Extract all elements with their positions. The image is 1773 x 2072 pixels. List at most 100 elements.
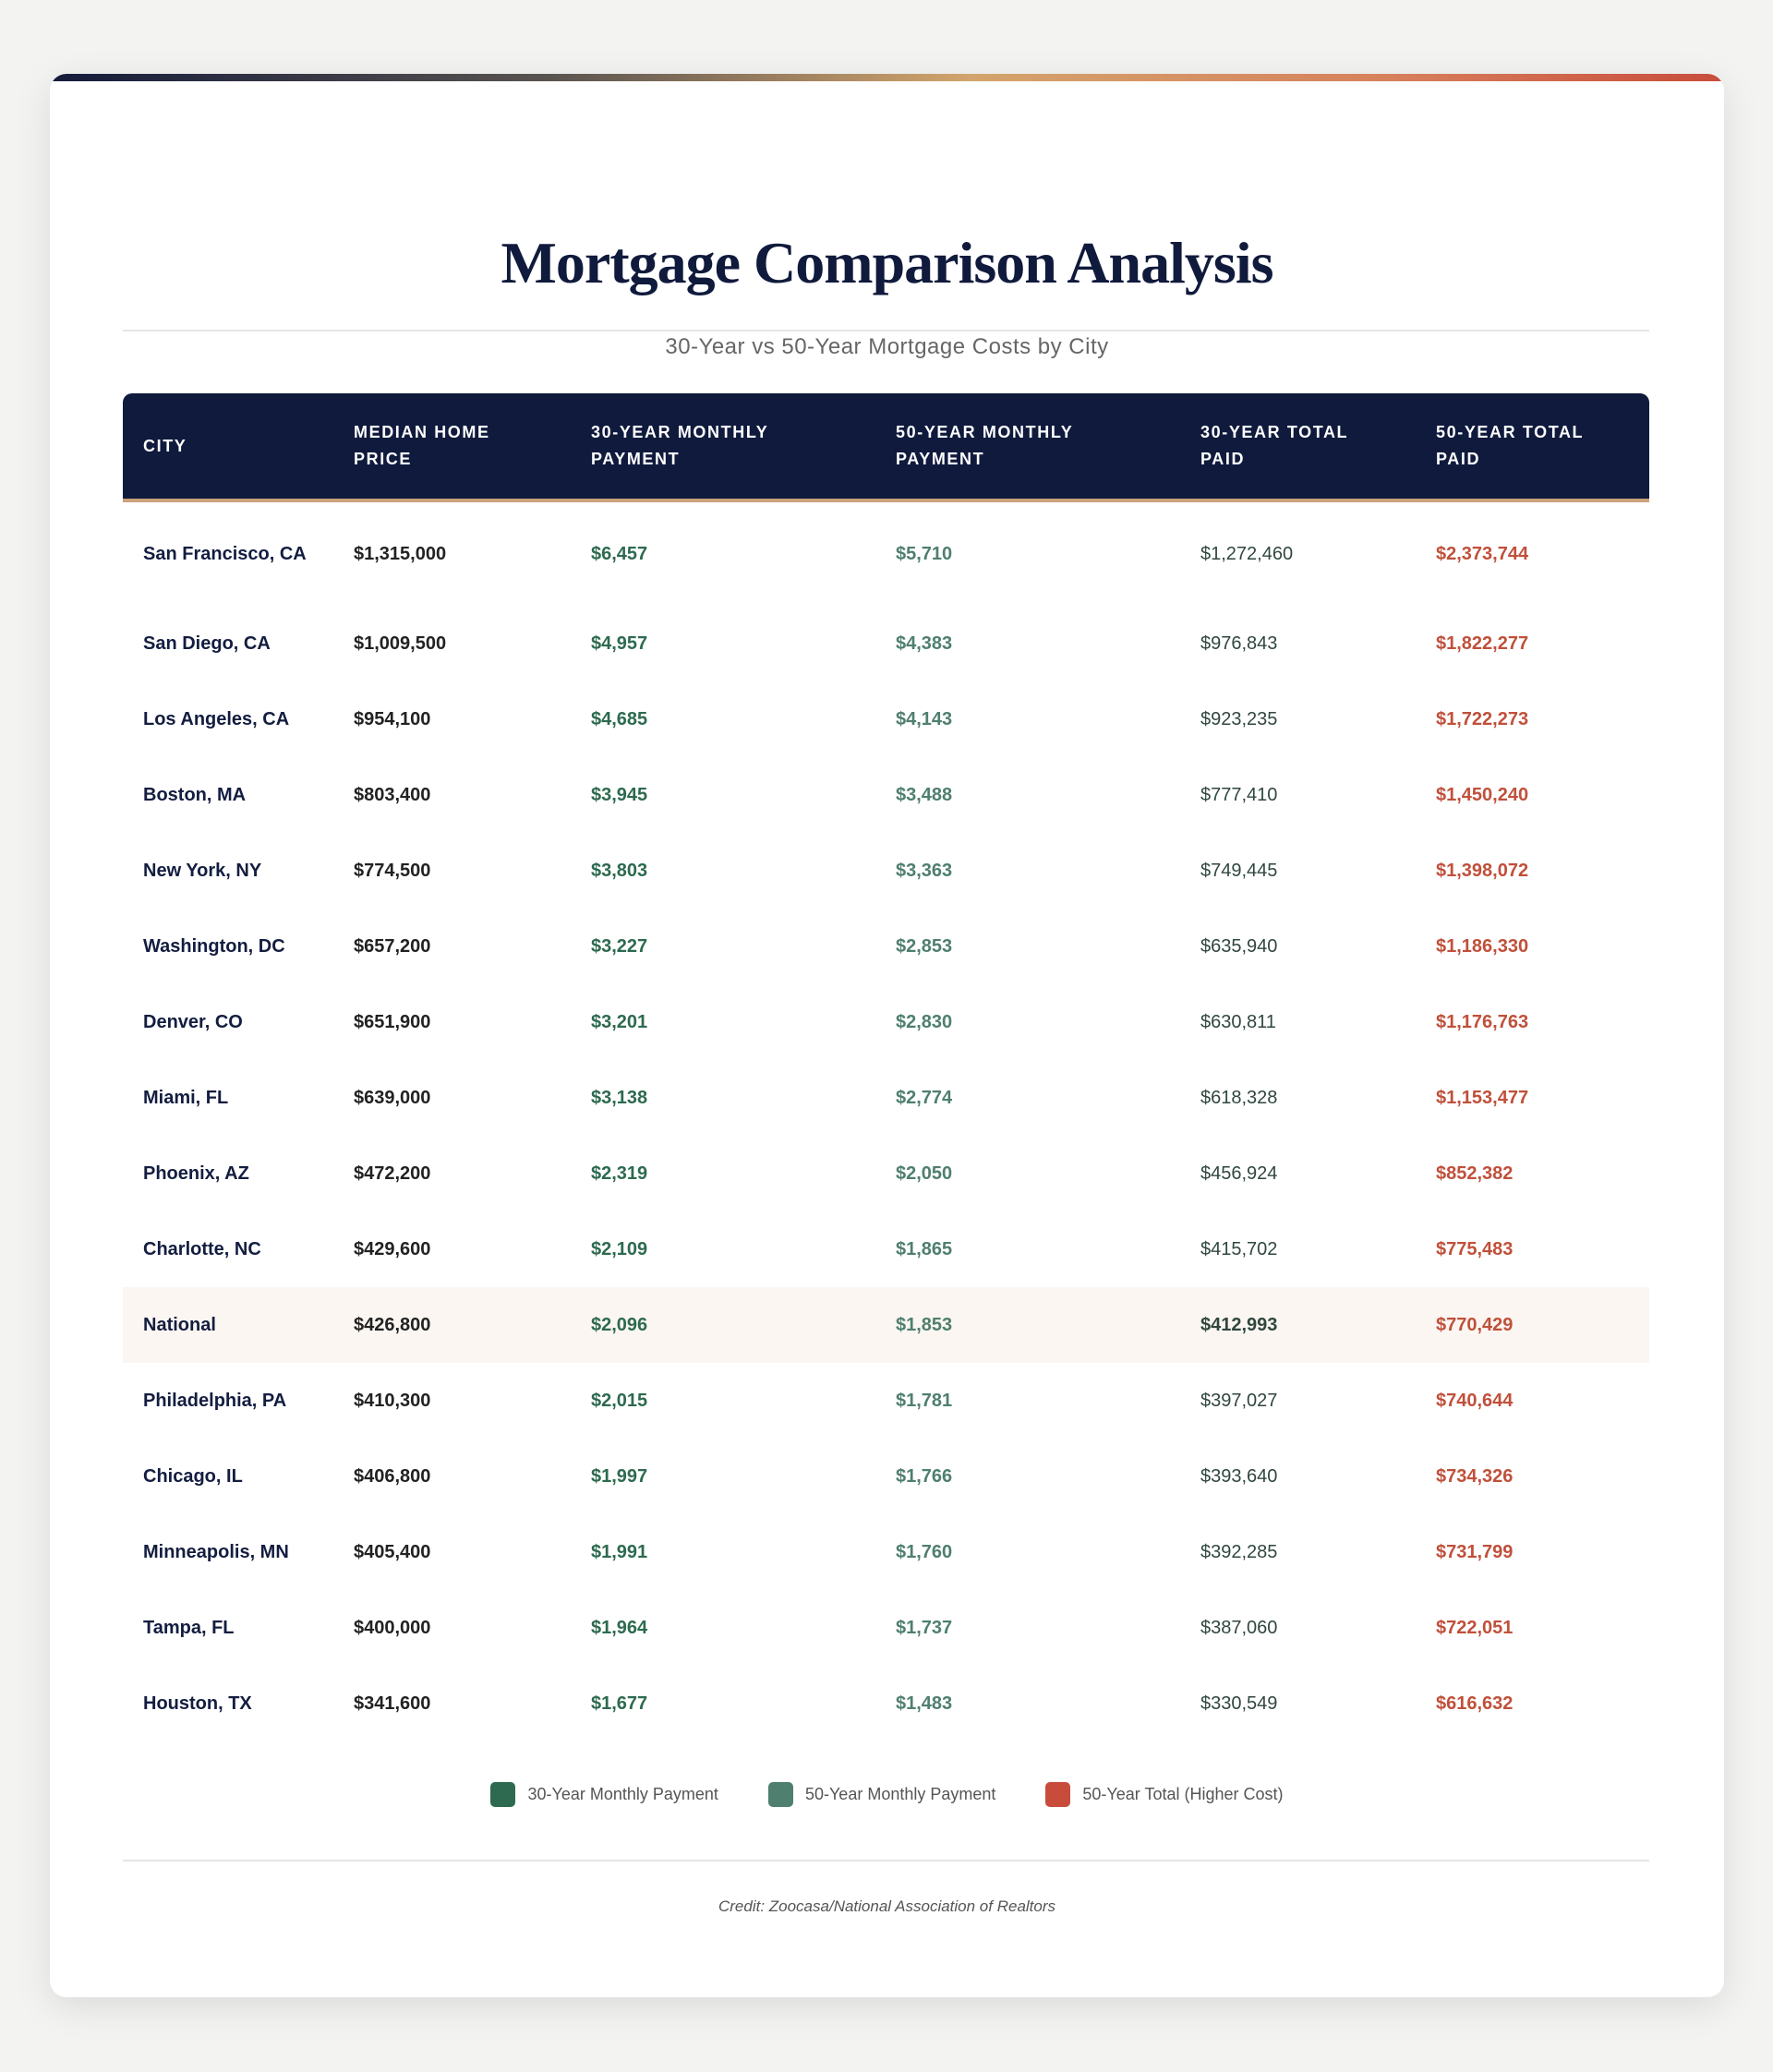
cell-50yr-total-paid: $1,398,072 <box>1436 860 1529 881</box>
cell-50yr-total-paid: $1,186,330 <box>1436 935 1529 957</box>
cell-50yr-monthly-payment: $1,781 <box>896 1390 953 1411</box>
table-row: Minneapolis, MN $405,400 $1,991 $1,760 $392,… <box>123 1514 1649 1590</box>
cell-median-home-price: $400,000 <box>354 1617 431 1638</box>
cell-city: National <box>123 1287 333 1363</box>
table-row: San Francisco, CA $1,315,000 $6,457 $5,710 $… <box>123 500 1649 606</box>
table-row: Phoenix, AZ $472,200 $2,319 $2,050 $456,924 $… <box>123 1136 1649 1211</box>
column-header-30yr-monthly-payment: 30-YEAR MONTHLY PAYMENT <box>571 393 875 502</box>
table-row: Chicago, IL $406,800 $1,997 $1,766 $393,640 $… <box>123 1439 1649 1514</box>
cell-30yr-total-paid: $777,410 <box>1200 784 1278 805</box>
legend-item: 50-Year Monthly Payment <box>767 1782 996 1807</box>
cell-50yr-total-paid: $1,450,240 <box>1436 784 1529 805</box>
cell-30yr-monthly-payment: $4,685 <box>591 708 648 729</box>
cell-50yr-total-paid: $731,799 <box>1436 1541 1514 1562</box>
legend-item: 50-Year Total (Higher Cost) <box>1045 1782 1284 1807</box>
cell-30yr-monthly-payment: $3,945 <box>591 784 648 805</box>
cell-median-home-price: $410,300 <box>354 1390 431 1411</box>
cell-50yr-monthly-payment: $1,853 <box>875 1287 1180 1363</box>
cell-50yr-monthly-payment: $3,488 <box>896 784 953 805</box>
cell-50yr-total-paid: $852,382 <box>1436 1162 1514 1184</box>
legend-swatch-icon <box>1045 1782 1071 1807</box>
legend-swatch-icon <box>490 1782 516 1807</box>
table-body: San Francisco, CA $1,315,000 $6,457 $5,710 $… <box>123 500 1649 1741</box>
table-header-row: CITY MEDIAN HOME PRICE 30-YEAR MONTHLY PAY… <box>123 393 1649 502</box>
cell-30yr-total-paid: $330,549 <box>1200 1693 1278 1714</box>
cell-median-home-price: $657,200 <box>354 935 431 957</box>
cell-median-home-price: $774,500 <box>354 860 431 881</box>
cell-50yr-monthly-payment: $3,363 <box>896 860 953 881</box>
column-header-50yr-total-paid: 50-YEAR TOTAL PAID <box>1416 393 1649 502</box>
cell-median-home-price: $954,100 <box>354 708 431 729</box>
cell-50yr-total-paid: $1,722,273 <box>1436 708 1529 729</box>
cell-city: San Francisco, CA <box>143 544 307 564</box>
cell-30yr-monthly-payment: $2,015 <box>591 1390 648 1411</box>
cell-50yr-monthly-payment: $1,483 <box>896 1693 953 1714</box>
cell-city: Boston, MA <box>143 785 247 805</box>
table-row: Denver, CO $651,900 $3,201 $2,830 $630,811 $1… <box>123 984 1649 1060</box>
cell-50yr-monthly-payment: $4,383 <box>896 632 953 654</box>
cell-50yr-monthly-payment: $5,710 <box>896 543 953 564</box>
legend-label: 50-Year Monthly Payment <box>804 1785 996 1803</box>
cell-30yr-total-paid: $630,811 <box>1200 1011 1276 1032</box>
column-header-30yr-total-paid: 30-YEAR TOTAL PAID <box>1180 393 1416 502</box>
report-card: Mortgage Comparison Analysis 30-Year vs … <box>50 74 1724 1997</box>
legend: 30-Year Monthly Payment 50-Year Monthly P… <box>50 1782 1724 1807</box>
cell-50yr-total-paid: $1,153,477 <box>1436 1087 1529 1108</box>
cell-30yr-total-paid: $635,940 <box>1200 935 1278 957</box>
legend-label: 50-Year Total (Higher Cost) <box>1082 1785 1284 1803</box>
page-subtitle: 30-Year vs 50-Year Mortgage Costs by Cit… <box>665 334 1109 359</box>
column-header-50yr-monthly-payment: 50-YEAR MONTHLY PAYMENT <box>875 393 1180 502</box>
cell-city: Chicago, IL <box>143 1466 243 1487</box>
cell-city: Tampa, FL <box>143 1618 235 1638</box>
cell-30yr-monthly-payment: $2,109 <box>591 1238 648 1259</box>
cell-30yr-total-paid: $976,843 <box>1200 632 1278 654</box>
table-row: Boston, MA $803,400 $3,945 $3,488 $777,410 $1… <box>123 757 1649 833</box>
column-header-median-home-price: MEDIAN HOME PRICE <box>333 393 571 502</box>
header-divider <box>123 330 1649 331</box>
cell-50yr-total-paid: $616,632 <box>1436 1693 1514 1714</box>
cell-30yr-monthly-payment: $1,997 <box>591 1465 648 1487</box>
cell-30yr-total-paid: $392,285 <box>1200 1541 1278 1562</box>
cell-median-home-price: $1,315,000 <box>354 543 447 564</box>
cell-50yr-total-paid: $722,051 <box>1436 1617 1514 1638</box>
table-row: Miami, FL $639,000 $3,138 $2,774 $618,328 $1,… <box>123 1060 1649 1136</box>
cell-city: Washington, DC <box>143 936 285 957</box>
cell-30yr-monthly-payment: $2,096 <box>571 1287 875 1363</box>
cell-median-home-price: $405,400 <box>354 1541 431 1562</box>
cell-50yr-monthly-payment: $2,050 <box>896 1162 953 1184</box>
table-row: Charlotte, NC $429,600 $2,109 $1,865 $415,70… <box>123 1211 1649 1287</box>
cell-median-home-price: $639,000 <box>354 1087 431 1108</box>
cell-city: Charlotte, NC <box>143 1239 261 1259</box>
table-row-national-highlighted: National $426,800 $2,096 $1,853 $412,993 $770… <box>123 1287 1649 1363</box>
table-row: Houston, TX $341,600 $1,677 $1,483 $330,549 $… <box>123 1666 1649 1741</box>
cell-50yr-monthly-payment: $4,143 <box>896 708 953 729</box>
cell-city: Philadelphia, PA <box>143 1391 287 1411</box>
cell-50yr-total-paid: $775,483 <box>1436 1238 1514 1259</box>
legend-swatch-icon <box>767 1782 793 1807</box>
cell-30yr-total-paid: $387,060 <box>1200 1617 1278 1638</box>
cell-50yr-monthly-payment: $1,766 <box>896 1465 953 1487</box>
footer-divider <box>123 1860 1649 1861</box>
legend-label: 30-Year Monthly Payment <box>527 1785 718 1803</box>
table-row: Los Angeles, CA $954,100 $4,685 $4,143 $923,… <box>123 681 1649 757</box>
cell-city: Miami, FL <box>143 1088 229 1108</box>
cell-median-home-price: $1,009,500 <box>354 632 447 654</box>
cell-50yr-total-paid: $734,326 <box>1436 1465 1514 1487</box>
page-title: Mortgage Comparison Analysis <box>501 230 1274 295</box>
cell-median-home-price: $651,900 <box>354 1011 431 1032</box>
table-row: New York, NY $774,500 $3,803 $3,363 $749,445… <box>123 833 1649 909</box>
accent-gradient-bar <box>50 74 1724 81</box>
cell-median-home-price: $803,400 <box>354 784 431 805</box>
cell-50yr-total-paid: $2,373,744 <box>1436 543 1529 564</box>
cell-50yr-monthly-payment: $1,760 <box>896 1541 953 1562</box>
legend-item: 30-Year Monthly Payment <box>490 1782 718 1807</box>
cell-30yr-total-paid: $456,924 <box>1200 1162 1278 1184</box>
cell-city: Denver, CO <box>143 1012 243 1032</box>
table-row: Philadelphia, PA $410,300 $2,015 $1,781 $397… <box>123 1363 1649 1439</box>
cell-50yr-total-paid: $740,644 <box>1436 1390 1514 1411</box>
cell-50yr-monthly-payment: $2,774 <box>896 1087 953 1108</box>
cell-30yr-total-paid: $1,272,460 <box>1200 543 1294 564</box>
cell-50yr-monthly-payment: $1,737 <box>896 1617 953 1638</box>
cell-30yr-total-paid: $393,640 <box>1200 1465 1278 1487</box>
cell-median-home-price: $429,600 <box>354 1238 431 1259</box>
